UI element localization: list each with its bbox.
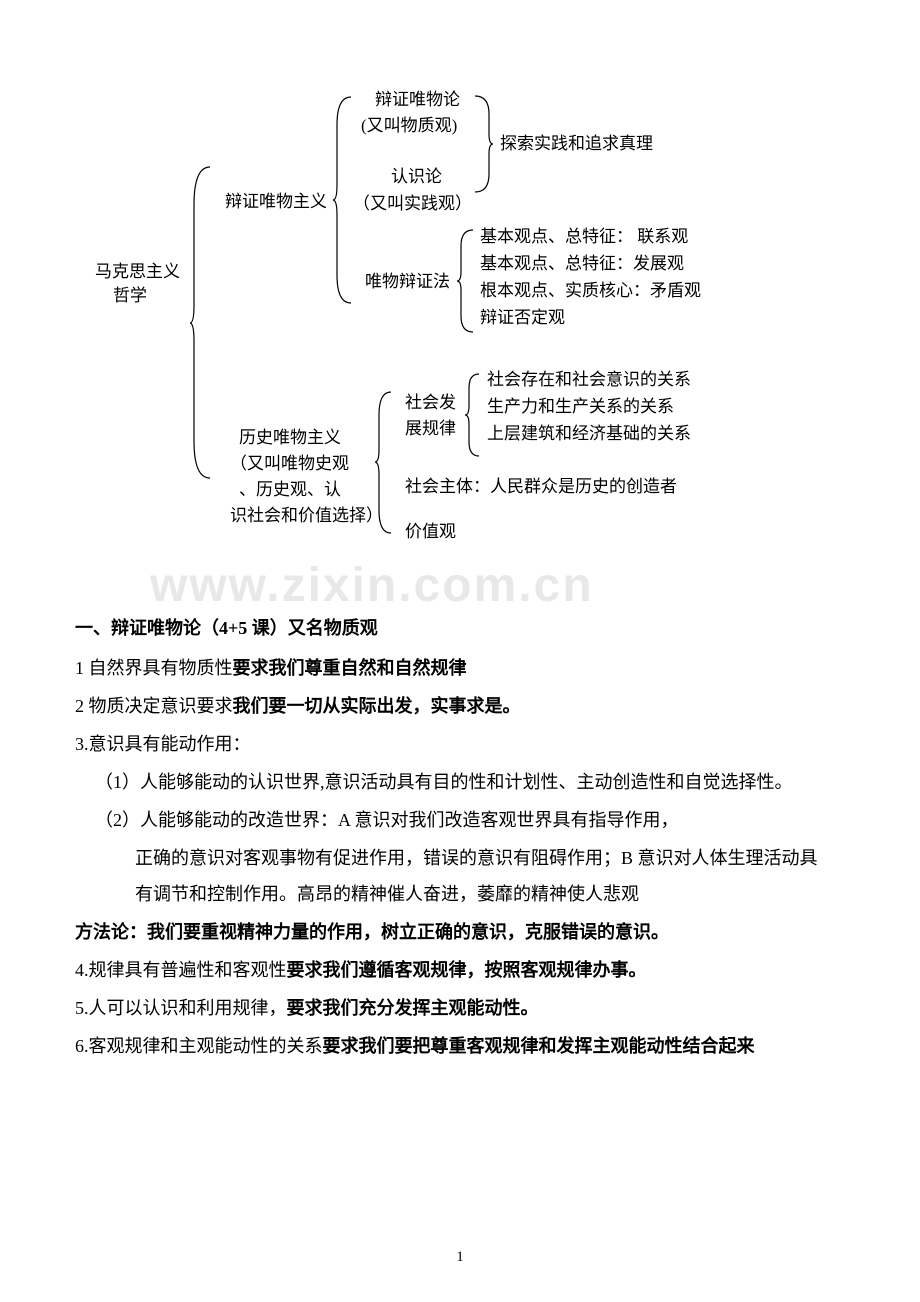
b1-right12: 探索实践和追求真理 <box>500 132 653 156</box>
tree-diagram: 马克思主义 哲学 辩证唯物主义 辩证唯物论 (又叫物质观) 认识论 （又叫实践观… <box>75 80 845 580</box>
b2c1-i1: 社会存在和社会意识的关系 <box>487 368 691 392</box>
b1-label: 辩证唯物主义 <box>225 190 327 214</box>
brace-b2c1 <box>465 372 483 458</box>
b2-label: 历史唯物主义 （又叫唯物史观 、历史观、认 识社会和价值选择） <box>230 425 383 529</box>
b2c2: 社会主体：人民群众是历史的创造者 <box>405 475 677 499</box>
page-number: 1 <box>0 1249 920 1266</box>
b2c1-label: 社会发展规律 <box>405 390 456 442</box>
b1c3-i2: 基本观点、总特征：发展观 <box>480 252 684 276</box>
p1b: 要求我们尊重自然和自然规律 <box>233 658 467 678</box>
p3-1: （1）人能够能动的认识世界,意识活动具有目的性和计划性、主动创造性和自觉选择性。 <box>75 764 845 800</box>
section-title: 一、辩证唯物论（4+5 课）又名物质观 <box>75 610 845 646</box>
b1c3-label: 唯物辩证法 <box>365 270 450 294</box>
p2: 2 物质决定意识要求我们要一切从实际出发，实事求是。 <box>75 688 845 724</box>
brace-b2 <box>375 390 395 535</box>
brace-b1c3 <box>457 228 477 334</box>
b1c1-l2: (又叫物质观) <box>361 114 457 138</box>
p5b: 要求我们充分发挥主观能动性。 <box>287 998 539 1018</box>
b1c3-i4: 辩证否定观 <box>480 306 565 330</box>
root-l2: 哲学 <box>95 286 147 305</box>
b2c1-i2: 生产力和生产关系的关系 <box>487 395 674 419</box>
b1c3-i1: 基本观点、总特征： 联系观 <box>480 225 688 249</box>
p6: 6.客观规律和主观能动性的关系要求我们要把尊重客观规律和发挥主观能动性结合起来 <box>75 1028 845 1064</box>
b1c3-i3: 根本观点、实质核心：矛盾观 <box>480 279 701 303</box>
b2c1-i3: 上层建筑和经济基础的关系 <box>487 422 691 446</box>
p5a: 5.人可以认识和利用规律， <box>75 998 287 1018</box>
root-node: 马克思主义 哲学 <box>95 260 180 308</box>
brace-root <box>190 165 214 480</box>
b2c3: 价值观 <box>405 520 456 544</box>
p2b: 我们要一切从实际出发，实事求是。 <box>233 696 521 716</box>
p3-2a: （2）人能够能动的改造世界：A 意识对我们改造客观世界具有指导作用， <box>75 802 845 838</box>
p6a: 6.客观规律和主观能动性的关系 <box>75 1036 323 1056</box>
brace-right12 <box>473 94 495 194</box>
p1a: 1 自然界具有物质性 <box>75 658 233 678</box>
method: 方法论：我们要重视精神力量的作用，树立正确的意识，克服错误的意识。 <box>75 914 845 950</box>
b1c1-l1: 辩证唯物论 <box>375 88 460 112</box>
p4: 4.规律具有普遍性和客观性要求我们遵循客观规律，按照客观规律办事。 <box>75 952 845 988</box>
p6b: 要求我们要把尊重客观规律和发挥主观能动性结合起来 <box>323 1036 755 1056</box>
p1: 1 自然界具有物质性要求我们尊重自然和自然规律 <box>75 650 845 686</box>
brace-b1 <box>333 95 355 305</box>
p4a: 4.规律具有普遍性和客观性 <box>75 960 287 980</box>
body-content: 一、辩证唯物论（4+5 课）又名物质观 1 自然界具有物质性要求我们尊重自然和自… <box>75 610 845 1064</box>
b1c2-l1: 认识论 <box>391 165 442 189</box>
p4b: 要求我们遵循客观规律，按照客观规律办事。 <box>287 960 647 980</box>
p3-2b: 正确的意识对客观事物有促进作用，错误的意识有阻碍作用；B 意识对人体生理活动具有… <box>75 840 845 912</box>
root-l1: 马克思主义 <box>95 262 180 281</box>
watermark-text: www.zixin.com.cn <box>150 558 594 613</box>
b1c2-l2: （又叫实践观） <box>353 192 472 216</box>
p5: 5.人可以认识和利用规律，要求我们充分发挥主观能动性。 <box>75 990 845 1026</box>
p2a: 2 物质决定意识要求 <box>75 696 233 716</box>
p3: 3.意识具有能动作用： <box>75 726 845 762</box>
